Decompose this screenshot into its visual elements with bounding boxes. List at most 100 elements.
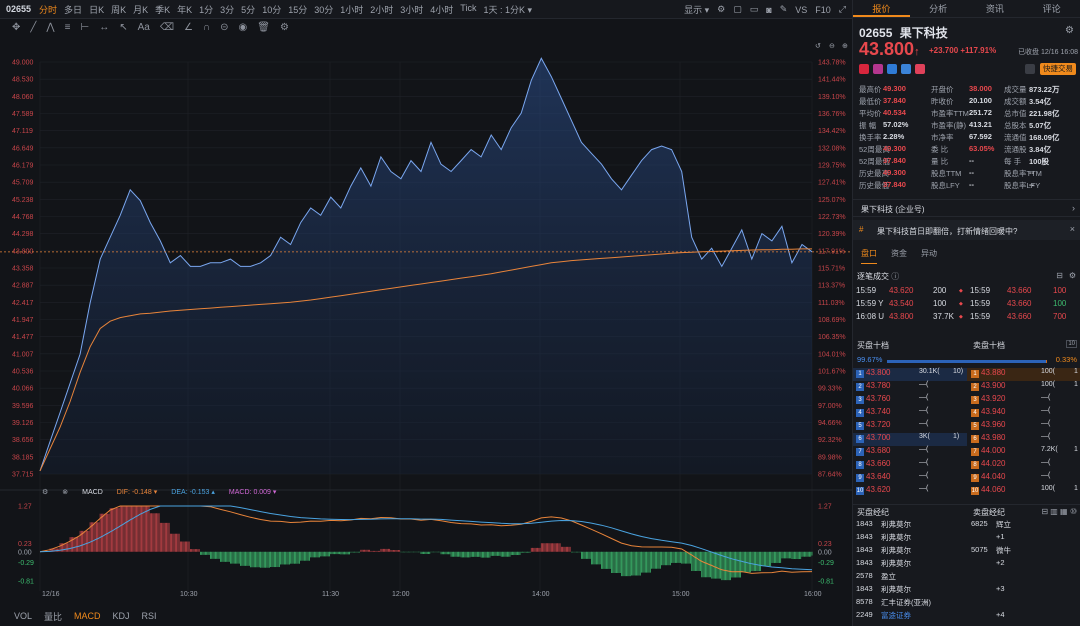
magnet-icon[interactable]: ∩: [202, 22, 211, 33]
ask-broker-name[interactable]: 微牛: [996, 546, 1011, 555]
arrow-tool-icon[interactable]: ↖: [119, 22, 128, 33]
ask-broker-name[interactable]: +4: [996, 610, 1005, 619]
period-4[interactable]: 月K: [133, 4, 149, 15]
text-tool[interactable]: Aa: [137, 22, 150, 33]
macd-close-icon[interactable]: ⊗: [62, 489, 69, 496]
subtab-0[interactable]: 盘口: [861, 248, 877, 264]
period-12[interactable]: 30分: [314, 4, 334, 15]
broker-name[interactable]: 利弗莫尔: [881, 546, 911, 555]
broker-id[interactable]: 2249: [856, 610, 873, 619]
polyline-tool-icon[interactable]: ⋀: [46, 22, 55, 33]
period-13[interactable]: 1小时: [340, 4, 364, 15]
crosshair-icon[interactable]: ✥: [12, 22, 21, 33]
broker-name[interactable]: 利弗莫尔: [881, 520, 911, 529]
period-1[interactable]: 多日: [64, 4, 83, 15]
company-account-row[interactable]: 果下科技 (企业号) ›: [853, 199, 1080, 217]
period-14[interactable]: 2小时: [370, 4, 394, 15]
ruler-icon[interactable]: ∠: [183, 22, 193, 33]
window-icon[interactable]: ▭: [749, 4, 759, 14]
expand-icon[interactable]: ⤢: [838, 4, 846, 14]
book-row[interactable]: 7 43.680 —(7 44.000 7.2K(1: [853, 446, 1080, 459]
indicator-tab-macd[interactable]: MACD: [74, 611, 101, 621]
period-8[interactable]: 3分: [220, 4, 235, 15]
broker-id[interactable]: 1843: [856, 519, 873, 528]
period-3[interactable]: 周K: [111, 4, 127, 15]
broker-id[interactable]: 1843: [856, 545, 873, 554]
broker-id[interactable]: 1843: [856, 532, 873, 541]
settings-icon[interactable]: ⚙: [717, 4, 726, 14]
broker-name[interactable]: 汇丰证券(亚洲): [881, 598, 931, 607]
book-row[interactable]: 3 43.760 —(3 43.920 —(: [853, 394, 1080, 407]
book-row[interactable]: 2 43.780 —(2 43.900 100(1: [853, 381, 1080, 394]
panel-tab-1[interactable]: 分析: [929, 4, 948, 14]
broker-id[interactable]: 2578: [856, 571, 873, 580]
period-6[interactable]: 年K: [177, 4, 193, 15]
news-banner[interactable]: # 果下科技首日即翻倍，打新情绪回暖中? ×: [853, 220, 1080, 240]
period-17[interactable]: Tick: [460, 2, 477, 13]
hline-tool-icon[interactable]: ⊢: [80, 22, 90, 33]
ask-broker-name[interactable]: +1: [996, 532, 1005, 541]
broker-id[interactable]: 8578: [856, 597, 873, 606]
period-15[interactable]: 3小时: [400, 4, 424, 15]
info-icon[interactable]: ⓘ: [891, 272, 900, 281]
book-row[interactable]: 4 43.740 —(4 43.940 —(: [853, 407, 1080, 420]
line-tool-icon[interactable]: ╱: [30, 22, 37, 33]
camera-icon[interactable]: ◙: [766, 4, 772, 15]
panel-tab-2[interactable]: 资讯: [985, 4, 1004, 14]
fib-tool-icon[interactable]: ≡: [64, 22, 71, 33]
panel-tab-3[interactable]: 评论: [1042, 4, 1061, 14]
macd-settings-icon[interactable]: ⚙: [42, 489, 49, 496]
layout-icon[interactable]: ▢: [733, 4, 742, 14]
broker-name[interactable]: 利弗莫尔: [881, 533, 911, 542]
f10-button[interactable]: F10: [815, 4, 831, 15]
fast-trade-button[interactable]: 快捷交易: [1040, 63, 1076, 75]
edit-icon[interactable]: ✎: [779, 4, 788, 14]
indicator-tab-kdj[interactable]: KDJ: [112, 611, 130, 621]
book-row[interactable]: 5 43.720 —(5 43.960 —(: [853, 420, 1080, 433]
period-2[interactable]: 日K: [89, 4, 105, 15]
bell-icon[interactable]: [1025, 64, 1035, 74]
vs-button[interactable]: VS: [795, 4, 808, 15]
eraser-icon[interactable]: ⌫: [159, 22, 174, 33]
display-menu[interactable]: 显示 ▾: [684, 5, 710, 15]
lock-icon[interactable]: ⊝: [220, 22, 229, 33]
toolbar-symbol[interactable]: 02655: [6, 4, 32, 14]
visibility-icon[interactable]: ◉: [238, 22, 248, 33]
draw-settings-icon[interactable]: ⚙: [279, 22, 289, 33]
indicator-tab-rsi[interactable]: RSI: [141, 611, 157, 621]
trades-window-icon[interactable]: ⊟: [1056, 271, 1063, 280]
broker-id[interactable]: 1843: [856, 558, 873, 567]
period-10[interactable]: 10分: [262, 4, 282, 15]
ask-broker-id[interactable]: 5075: [971, 545, 988, 554]
settings-gear-icon[interactable]: ⚙: [1065, 25, 1074, 36]
book-row[interactable]: 8 43.660 —(8 44.020 —(: [853, 459, 1080, 472]
measure-tool-icon[interactable]: ↔: [99, 22, 110, 33]
period-0[interactable]: 分时: [39, 4, 58, 15]
book-row[interactable]: 9 43.640 —(9 44.040 —(: [853, 472, 1080, 485]
depth-toggle[interactable]: 10: [1066, 340, 1077, 348]
period-7[interactable]: 1分: [199, 4, 214, 15]
subtab-1[interactable]: 资金: [891, 249, 907, 258]
ask-broker-name[interactable]: +2: [996, 558, 1005, 567]
panel-tab-0[interactable]: 报价: [853, 0, 910, 17]
trades-settings-icon[interactable]: ⚙: [1068, 271, 1076, 280]
ask-broker-name[interactable]: +3: [996, 584, 1005, 593]
period-18[interactable]: 1天 : 1分K ▾: [483, 4, 533, 15]
period-11[interactable]: 15分: [288, 4, 308, 15]
indicator-tab-vol[interactable]: VOL: [14, 611, 33, 621]
ask-broker-id[interactable]: 6825: [971, 519, 988, 528]
intraday-chart[interactable]: 49.000 48.530 48.060 47.589 47.119 46.649 46.1…: [0, 36, 852, 626]
period-5[interactable]: 季K: [155, 4, 171, 15]
close-icon[interactable]: ×: [1069, 224, 1075, 234]
broker-name[interactable]: 利弗莫尔: [881, 585, 911, 594]
period-16[interactable]: 4小时: [430, 4, 454, 15]
delete-icon[interactable]: 🗑: [257, 22, 270, 33]
broker-name[interactable]: 盈立: [881, 572, 896, 581]
broker-name[interactable]: 富途证券: [881, 611, 911, 620]
book-row[interactable]: 6 43.700 3K(1) 6 43.980 —(: [853, 433, 1080, 446]
broker-id[interactable]: 1843: [856, 584, 873, 593]
ask-broker-name[interactable]: 辉立: [996, 520, 1011, 529]
book-row[interactable]: 10 43.620 —(10 44.060 100(1: [853, 485, 1080, 498]
indicator-tab-量比[interactable]: 量比: [44, 611, 63, 622]
broker-view-icons[interactable]: ⊟ ▥ ▦ ⑩: [1041, 507, 1077, 516]
